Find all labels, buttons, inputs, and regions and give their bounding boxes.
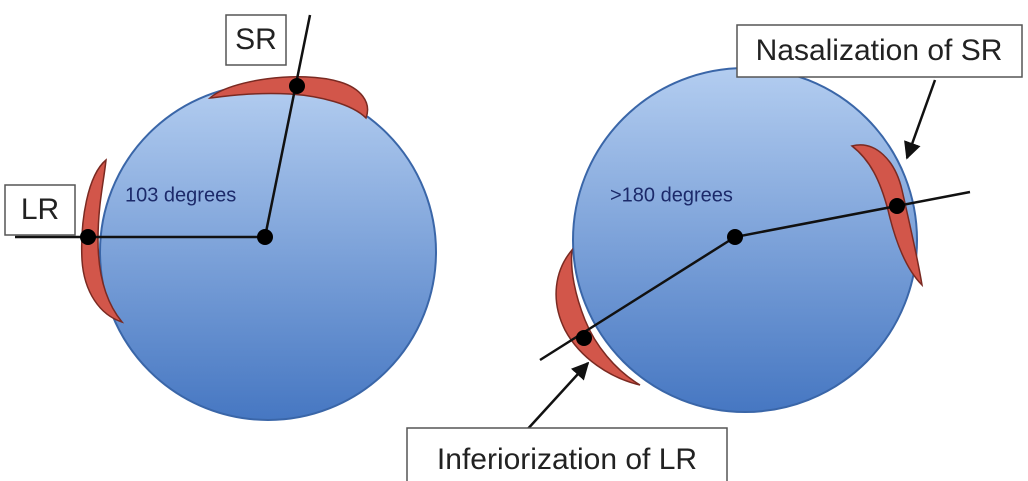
center-dot	[257, 229, 273, 245]
arrow	[907, 80, 935, 158]
left-eye: 103 degrees SR LR	[5, 15, 436, 420]
lr-dot	[80, 229, 96, 245]
sr-dot	[289, 78, 305, 94]
angle-label: 103 degrees	[125, 184, 236, 206]
sr-dot	[889, 198, 905, 214]
arrow	[525, 363, 588, 432]
diagram: 103 degrees SR LR >180 degrees Nasalizat…	[0, 0, 1028, 481]
lr-label: LR	[21, 193, 59, 226]
lr-label: Inferiorization of LR	[437, 443, 697, 476]
eyeball	[573, 68, 917, 412]
sr-label: Nasalization of SR	[756, 34, 1003, 67]
angle-label: >180 degrees	[610, 184, 733, 206]
right-eye: >180 degrees Nasalization of SR Inferior…	[407, 25, 1022, 481]
eyeball	[100, 84, 436, 420]
lr-dot	[576, 330, 592, 346]
sr-label: SR	[235, 23, 277, 56]
center-dot	[727, 229, 743, 245]
